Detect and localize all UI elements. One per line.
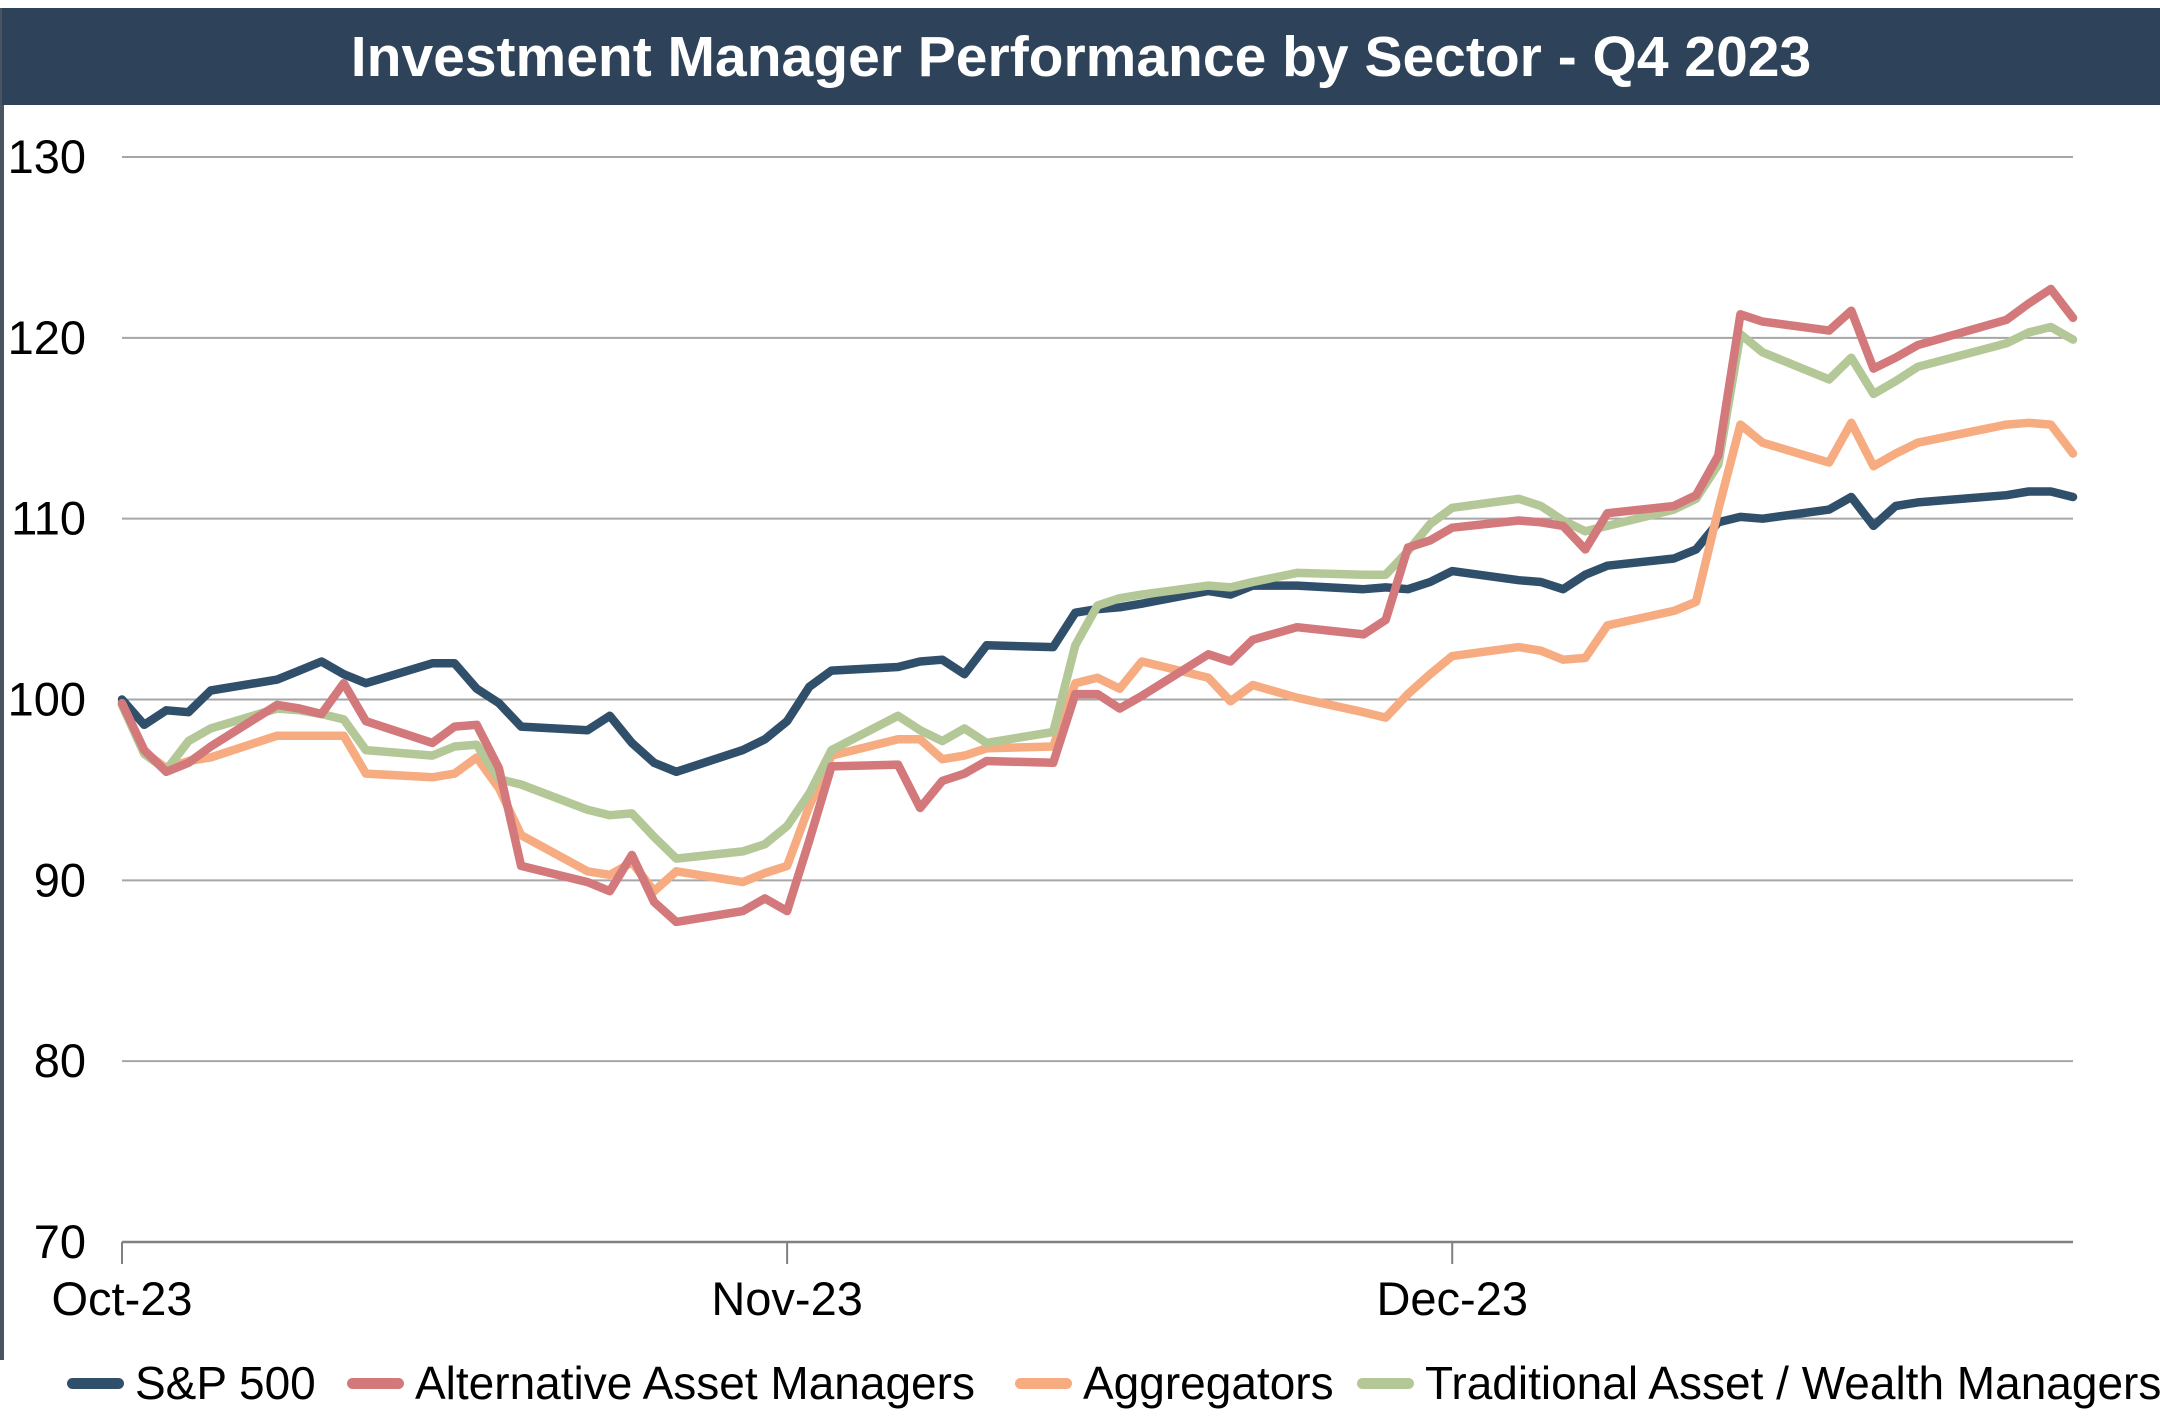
series-line-aggregators [117,418,2078,896]
x-axis-label-Oct-23: Oct-23 [51,1272,192,1325]
y-axis-label-100: 100 [8,673,86,726]
y-axis-label-110: 110 [11,492,86,545]
x-axis-label-Dec-23: Dec-23 [1376,1272,1528,1325]
y-axis-label-130: 130 [8,130,86,183]
sp500-line-swatch [67,1377,124,1389]
title-bar: Investment Manager Performance by Sector… [2,8,2160,105]
series-line-alternative-asset-managers [117,284,2078,927]
y-axis-label-120: 120 [8,311,86,364]
legend-label-aggregators: Aggregators [1083,1357,1334,1409]
legend-item-aggregators: Aggregators [1015,1348,1334,1418]
y-axis-label-90: 90 [34,853,86,906]
legend-label-alternative-asset-managers: Alternative Asset Managers [415,1357,975,1409]
legend-item-traditional-asset-wealth-managers: Traditional Asset / Wealth Managers [1357,1348,2160,1418]
y-axis-label-80: 80 [34,1034,86,1087]
traditional-asset-wealth-managers-line-swatch [1357,1377,1414,1389]
chart-legend: S&P 500 Alternative Asset Managers Aggre… [0,1348,2160,1418]
legend-item-alternative-asset-managers: Alternative Asset Managers [347,1348,975,1418]
alternative-asset-managers-line-swatch [347,1377,404,1389]
aggregators-line-swatch [1015,1377,1072,1389]
legend-item-sp500: S&P 500 [67,1348,316,1418]
legend-label-sp500: S&P 500 [135,1357,316,1409]
series-line-s-p-500 [117,487,2078,777]
legend-label-traditional-asset-wealth-managers: Traditional Asset / Wealth Managers [1425,1357,2160,1409]
x-axis-label-Nov-23: Nov-23 [711,1272,863,1325]
chart-title: Investment Manager Performance by Sector… [350,24,1812,89]
figure-left-border [0,8,4,1360]
y-axis-label-70: 70 [34,1215,86,1268]
